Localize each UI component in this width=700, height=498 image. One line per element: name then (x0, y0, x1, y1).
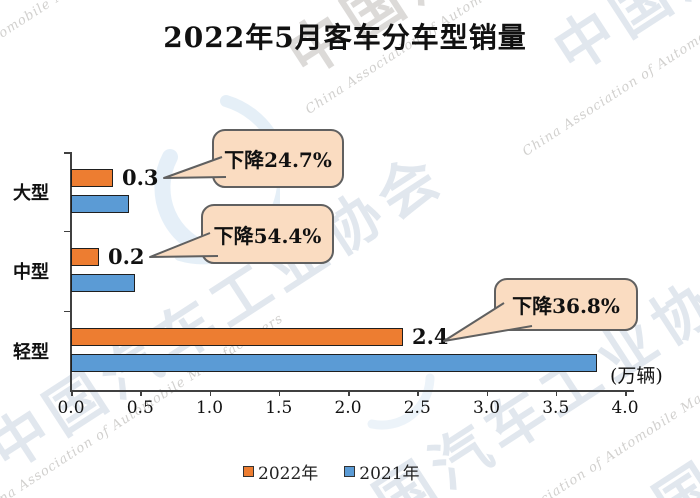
legend-swatch (344, 466, 356, 477)
bar-2021年-大型 (71, 195, 129, 213)
callout-text-large: 下降24.7% (224, 148, 332, 172)
chart-title: 2022年5月客车分车型销量 (163, 21, 527, 54)
legend-item-2021年: 2021年 (344, 459, 420, 484)
x-axis-line (70, 390, 634, 392)
bar-2022年-轻型 (71, 328, 403, 346)
x-axis-tick-label: 2.0 (334, 398, 362, 418)
x-axis-tick-label: 0.0 (57, 398, 85, 418)
legend-swatch (243, 466, 254, 477)
x-axis-tick-label: 2.5 (403, 398, 431, 418)
y-axis-line (70, 152, 72, 391)
x-axis-tick (278, 391, 281, 396)
bar-value-label: 0.2 (108, 244, 145, 269)
x-axis-tick-label: 3.0 (472, 398, 501, 418)
category-label-3: 轻型 (13, 342, 49, 363)
x-axis-tick (486, 391, 488, 396)
x-axis-tick-label: 1.5 (265, 398, 293, 418)
bar-2022年-大型 (71, 169, 113, 187)
x-axis-tick-label: 0.5 (126, 398, 154, 418)
x-axis-tick (209, 391, 211, 396)
callout-text-medium: 下降54.4% (213, 223, 322, 248)
legend-label: 2021年 (359, 464, 420, 484)
bar-2022年-中型 (71, 248, 99, 266)
bar-value-label: 0.3 (122, 165, 159, 190)
bar-value-label: 2.4 (412, 324, 449, 349)
y-axis-tick (64, 310, 71, 312)
bar-2021年-中型 (71, 274, 135, 292)
legend: 2022年 2021年 (243, 459, 420, 484)
bar-2021年-轻型 (71, 354, 597, 372)
category-label-1: 大型 (13, 183, 49, 204)
x-axis-tick (71, 391, 73, 396)
x-axis-tick-label: 3.5 (542, 398, 570, 418)
axis-unit-label: (万辆) (610, 365, 663, 387)
x-axis-tick (348, 391, 350, 396)
callout-text-light: 下降36.8% (512, 294, 620, 318)
x-axis-tick-label: 1.0 (195, 398, 224, 418)
category-label-2: 中型 (13, 262, 49, 283)
legend-label: 2022年 (258, 464, 319, 484)
x-axis-tick (417, 391, 419, 396)
x-axis-tick-label: 4.0 (611, 398, 639, 418)
y-axis-tick (64, 152, 71, 154)
legend-item-2022年: 2022年 (243, 459, 318, 484)
x-axis-tick (555, 391, 558, 396)
x-axis-tick (625, 391, 627, 396)
y-axis-tick (64, 230, 71, 232)
x-axis-tick (140, 391, 142, 396)
